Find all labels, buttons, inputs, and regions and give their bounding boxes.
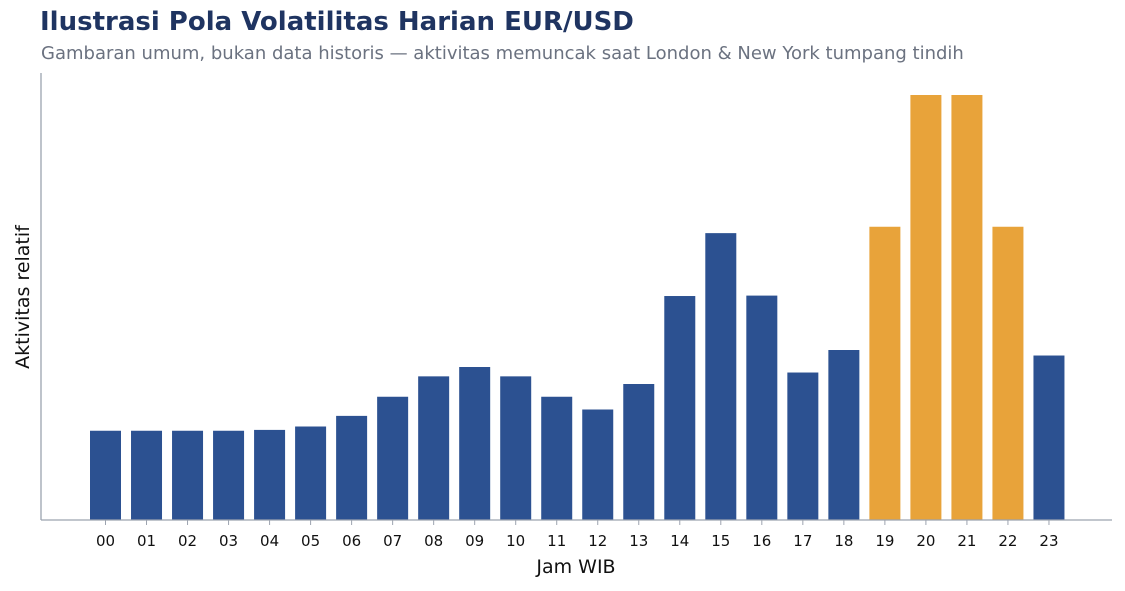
x-tick-label: 07 xyxy=(383,532,402,550)
y-axis-title: Aktivitas relatif xyxy=(12,224,34,369)
x-tick-label: 11 xyxy=(547,532,566,550)
x-tick-label: 08 xyxy=(424,532,443,550)
x-tick-label: 05 xyxy=(301,532,320,550)
bar-09 xyxy=(459,367,491,520)
x-tick-label: 18 xyxy=(834,532,853,550)
bar-12 xyxy=(582,409,614,520)
x-ticks-group: 00 01 02 03 04 05 06 07 08 09 10 11 12 13 14 15 16 17 18 19… xyxy=(96,520,1059,550)
bar-10 xyxy=(500,376,532,520)
bar-21 xyxy=(951,95,983,520)
bar-06 xyxy=(336,415,368,521)
chart-title: Ilustrasi Pola Volatilitas Harian EUR/US… xyxy=(40,7,634,37)
x-tick-label: 16 xyxy=(752,532,771,550)
x-tick-label: 04 xyxy=(260,532,279,550)
bar-23 xyxy=(1033,355,1065,520)
x-tick-label: 09 xyxy=(465,532,484,550)
bar-07 xyxy=(377,396,409,520)
bar-02 xyxy=(172,430,204,520)
bar-04 xyxy=(254,429,286,520)
bar-20 xyxy=(910,95,942,520)
bar-01 xyxy=(131,430,163,520)
x-tick-label: 22 xyxy=(998,532,1017,550)
bar-17 xyxy=(787,372,819,520)
bar-14 xyxy=(664,296,696,520)
bar-11 xyxy=(541,396,573,520)
x-tick-label: 19 xyxy=(875,532,894,550)
x-tick-label: 10 xyxy=(506,532,525,550)
bar-15 xyxy=(705,233,737,521)
x-tick-label: 03 xyxy=(219,532,238,550)
x-axis-title: Jam WIB xyxy=(535,556,615,578)
bar-13 xyxy=(623,384,655,520)
x-tick-label: 13 xyxy=(629,532,648,550)
chart-subtitle: Gambaran umum, bukan data historis — akt… xyxy=(41,43,964,64)
bar-16 xyxy=(746,295,778,520)
x-tick-label: 00 xyxy=(96,532,115,550)
x-tick-label: 23 xyxy=(1039,532,1058,550)
x-tick-label: 15 xyxy=(711,532,730,550)
bar-00 xyxy=(90,430,121,520)
bar-22 xyxy=(992,226,1024,520)
x-tick-label: 02 xyxy=(178,532,197,550)
x-tick-label: 17 xyxy=(793,532,812,550)
bar-03 xyxy=(213,430,245,520)
x-tick-label: 12 xyxy=(588,532,607,550)
bars-group xyxy=(90,95,1065,521)
x-tick-label: 06 xyxy=(342,532,361,550)
bar-19 xyxy=(869,226,901,520)
bar-05 xyxy=(295,426,327,520)
x-tick-label: 20 xyxy=(916,532,935,550)
x-tick-label: 21 xyxy=(957,532,976,550)
bar-08 xyxy=(418,376,450,520)
x-tick-label: 01 xyxy=(137,532,156,550)
bar-18 xyxy=(828,350,860,520)
x-tick-label: 14 xyxy=(670,532,689,550)
